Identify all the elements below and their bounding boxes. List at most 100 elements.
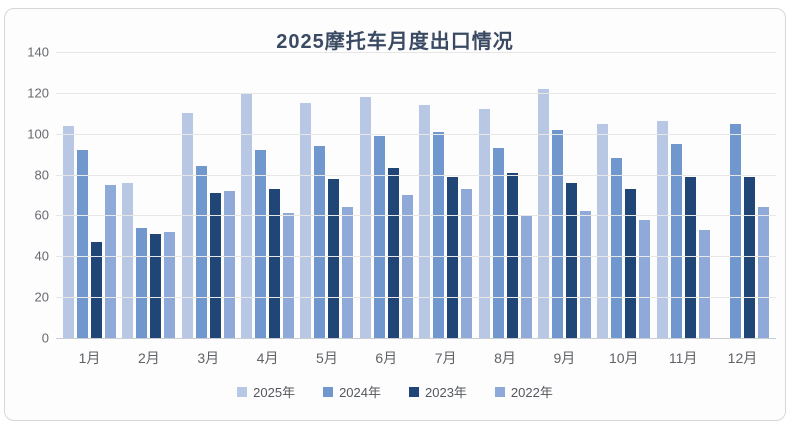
bar-2024年-2月 [136, 227, 148, 338]
x-axis-label: 2月 [137, 350, 160, 366]
x-axis-label: 3月 [197, 350, 220, 366]
bar-2025年-5月 [300, 103, 312, 338]
gridline [56, 215, 776, 217]
x-axis-label: 7月 [434, 350, 457, 366]
bar-group-10月: 10月 [597, 52, 651, 366]
y-axis-tick-label: 80 [34, 167, 49, 183]
bar-2022年-1月 [105, 184, 116, 338]
bar-group-3月: 3月 [181, 52, 235, 366]
x-axis-label: 5月 [316, 350, 338, 366]
bar-2025年-11月 [656, 121, 668, 338]
x-axis-label: 10月 [608, 350, 639, 366]
x-axis-label: 12月 [727, 350, 758, 366]
bar-2022年-11月 [698, 229, 710, 338]
bar-group-2月: 2月 [122, 52, 176, 366]
legend-label: 2023年 [425, 385, 467, 400]
bar-2024年-3月 [195, 166, 207, 338]
legend-label: 2022年 [510, 385, 553, 400]
bar-group-6月: 6月 [359, 52, 413, 366]
bar-2023年-6月 [387, 168, 399, 338]
bar-2025年-3月 [181, 113, 193, 338]
x-axis-line [56, 338, 776, 339]
bar-2023年-1月 [91, 242, 102, 338]
bar-group-9月: 9月 [537, 52, 591, 366]
bar-2022年-12月 [757, 207, 769, 338]
bar-group-11月: 11月 [656, 52, 710, 366]
x-axis-label: 1月 [78, 350, 101, 366]
bar-series-container: 1月 2月 3月 4月 5月 6月 7月 8月 9月 10月 11月 12月 [56, 52, 776, 366]
bar-2025年-1月 [63, 125, 74, 338]
bar-2024年-8月 [492, 148, 504, 338]
bar-group-4月: 4月 [241, 52, 295, 366]
chart-panel: 2025摩托车月度出口情况 0 20 40 60 80 100 120 140 1月 2月 3月 4… [4, 8, 786, 421]
bar-2023年-11月 [684, 176, 696, 338]
plot-area: 1月 2月 3月 4月 5月 6月 7月 8月 9月 10月 11月 12月 [56, 52, 776, 366]
bar-group-7月: 7月 [419, 52, 473, 366]
bar-2022年-7月 [461, 188, 473, 338]
legend-swatch-icon [409, 386, 419, 397]
legend-item-2023年: 2023年 [409, 382, 467, 401]
x-axis-label: 4月 [256, 350, 279, 366]
bar-2024年-6月 [373, 135, 385, 338]
bar-2025年-10月 [597, 123, 609, 338]
bar-2023年-9月 [565, 182, 577, 338]
gridline [56, 52, 776, 53]
gridline [56, 133, 776, 135]
bar-2025年-6月 [359, 96, 371, 338]
bar-2025年-8月 [478, 109, 490, 338]
x-axis-label: 6月 [375, 350, 398, 366]
bar-2024年-4月 [255, 150, 267, 338]
gridline [56, 92, 776, 94]
bar-2023年-3月 [209, 192, 221, 338]
x-axis-label: 9月 [553, 350, 576, 366]
bar-2022年-3月 [223, 190, 235, 338]
bar-group-1月: 1月 [63, 52, 116, 366]
y-axis-tick-label: 140 [27, 44, 49, 60]
x-axis-label: 8月 [494, 350, 516, 366]
bar-2023年-10月 [625, 188, 637, 338]
legend-label: 2025年 [253, 385, 296, 400]
bar-2023年-5月 [328, 178, 340, 338]
gridline [56, 174, 776, 176]
bar-2022年-8月 [520, 215, 532, 338]
legend-swatch-icon [494, 386, 505, 397]
bar-2022年-10月 [639, 219, 651, 338]
y-axis-tick-label: 20 [34, 289, 49, 305]
legend-item-2022年: 2022年 [494, 382, 553, 401]
bar-group-8月: 8月 [478, 52, 532, 366]
y-axis: 0 20 40 60 80 100 120 140 [11, 45, 49, 346]
bar-2023年-7月 [447, 176, 459, 338]
bar-2024年-9月 [551, 129, 563, 338]
legend-item-2025年: 2025年 [237, 382, 295, 401]
legend-item-2024年: 2024年 [323, 382, 381, 401]
bar-2022年-9月 [579, 211, 591, 338]
bar-2023年-12月 [743, 176, 755, 338]
bar-2024年-7月 [433, 131, 445, 338]
legend-label: 2024年 [339, 385, 381, 400]
legend: 2025年 2024年 2023年 2022年 [5, 382, 785, 401]
bar-2022年-5月 [342, 207, 354, 338]
bar-group-12月: 12月 [716, 52, 769, 366]
bar-2024年-1月 [77, 150, 88, 338]
bar-2025年-2月 [122, 182, 134, 338]
bar-2024年-10月 [611, 158, 623, 338]
bar-2024年-5月 [314, 145, 326, 338]
chart-title: 2025摩托车月度出口情况 [276, 31, 514, 53]
legend-swatch-icon [323, 386, 334, 397]
bar-2025年-9月 [537, 88, 549, 338]
bar-2024年-12月 [729, 123, 741, 338]
y-axis-tick-label: 40 [34, 248, 49, 264]
bar-2025年-7月 [419, 105, 431, 338]
bar-2023年-8月 [506, 172, 518, 338]
bar-2024年-11月 [670, 143, 682, 338]
legend-swatch-icon [237, 386, 248, 397]
y-axis-tick-label: 0 [41, 330, 49, 346]
y-axis-tick-label: 100 [27, 126, 49, 142]
gridline [56, 256, 776, 258]
bar-2022年-4月 [283, 213, 295, 338]
bar-group-5月: 5月 [300, 52, 354, 366]
bar-2022年-2月 [164, 231, 176, 338]
bar-2023年-2月 [150, 233, 162, 338]
y-axis-tick-label: 60 [34, 207, 49, 223]
bar-2023年-4月 [269, 188, 281, 338]
